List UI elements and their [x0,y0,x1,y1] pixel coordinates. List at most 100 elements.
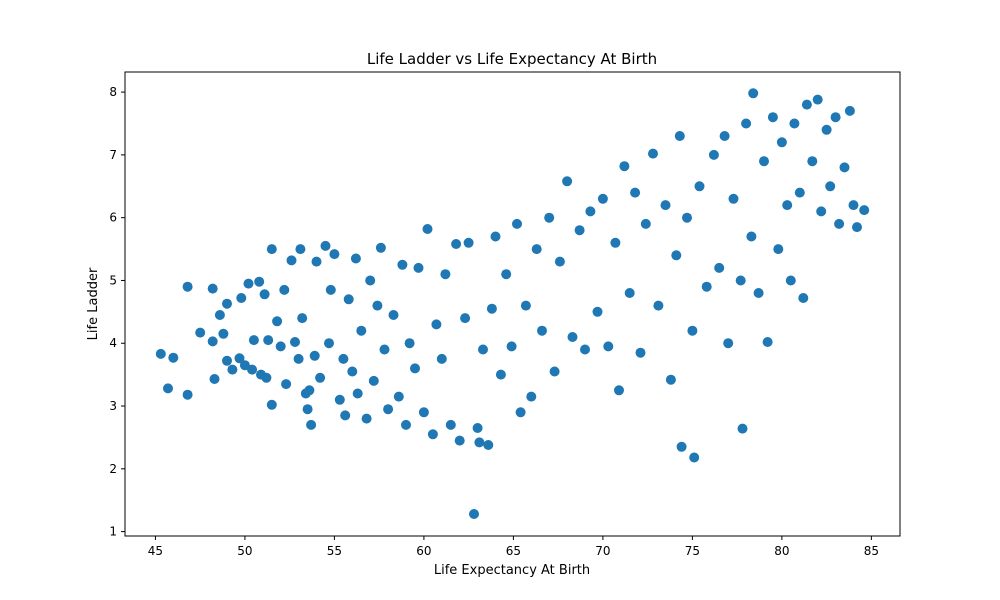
data-point [281,379,292,390]
data-point [182,389,193,400]
data-point [259,289,270,300]
data-point [222,355,232,366]
data-point [272,316,283,327]
data-point [580,344,590,355]
data-point [682,212,692,223]
data-point [694,181,705,192]
data-point [526,391,537,402]
data-point [410,363,420,374]
data-point [227,364,238,375]
data-point [293,353,304,364]
data-point [585,206,596,217]
data-point [549,366,560,377]
data-point [324,338,334,349]
data-point [350,253,361,264]
data-point [676,441,687,452]
data-point [574,225,585,236]
y-tick-label: 6 [109,211,117,225]
data-point [375,242,386,253]
x-tick-label: 85 [864,544,879,558]
data-point [195,327,206,338]
x-tick-label: 55 [327,544,342,558]
data-point [297,313,308,324]
data-point [182,281,193,292]
data-point [320,240,331,251]
data-point [472,423,483,433]
data-point [597,193,608,204]
data-point [340,410,351,421]
data-point [759,156,769,167]
data-point [401,419,411,430]
data-point [767,112,778,123]
data-point [436,353,447,364]
data-point [234,353,245,364]
data-point [776,137,787,148]
data-point [859,205,870,216]
data-point [648,148,658,159]
data-point [723,338,734,349]
data-point [338,353,349,364]
data-point [653,300,664,311]
data-point [506,341,517,352]
data-point [748,88,759,99]
points-layer [155,88,870,519]
data-point [275,341,286,352]
data-point [714,262,725,273]
data-point [266,399,277,410]
data-point [501,269,512,280]
data-point [689,452,700,463]
data-point [741,118,752,129]
data-point [708,149,719,160]
data-point [687,325,698,336]
data-point [562,176,573,187]
data-point [315,372,326,383]
data-point [515,407,526,418]
data-point [794,187,805,198]
data-point [603,341,614,352]
data-point [306,419,317,430]
data-point [207,283,218,294]
data-point [155,348,166,359]
data-point [478,344,488,355]
data-point [520,300,531,311]
data-point [624,288,635,298]
data-point [844,105,855,116]
data-point [812,94,823,105]
data-point [325,284,336,295]
data-point [451,239,462,249]
data-point [393,391,404,402]
data-point [737,423,748,434]
data-point [785,275,796,286]
data-point [807,156,818,167]
data-point [347,366,358,377]
data-point [290,337,300,347]
data-point [674,131,685,141]
data-point [334,394,345,405]
data-point [431,319,442,330]
data-point [635,347,646,358]
data-point [263,335,274,346]
data-point [848,200,859,211]
data-point [483,440,494,450]
data-point [239,360,250,371]
data-point [286,255,297,266]
data-point [383,404,394,415]
data-point [247,364,258,375]
data-point [592,306,603,317]
y-tick-label: 7 [109,148,117,162]
x-tick-label: 70 [595,544,610,558]
data-point [798,293,809,303]
data-point [218,328,229,339]
data-point [852,222,862,233]
data-point [701,281,712,292]
data-point [554,256,565,267]
data-point [614,385,624,396]
data-point [801,99,812,110]
data-point [309,350,320,361]
data-point [427,429,438,440]
data-point [365,275,376,286]
data-point [821,124,832,135]
data-point [311,256,322,267]
data-point [222,298,232,309]
